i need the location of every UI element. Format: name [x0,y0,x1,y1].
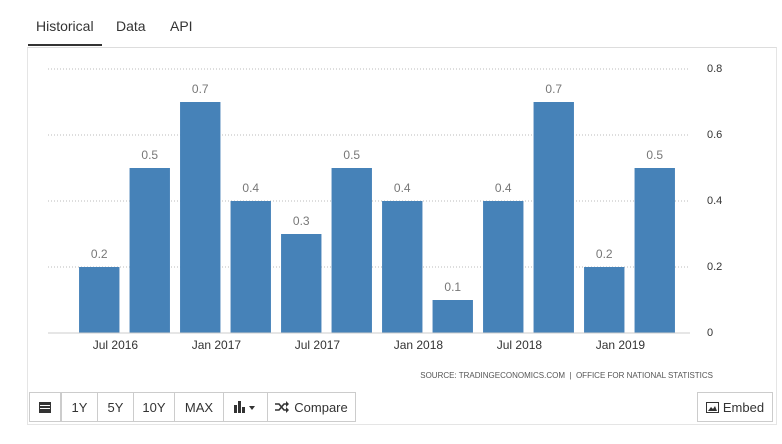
data-label: 0.4 [495,181,512,195]
chart-panel [27,47,777,425]
y-tick-label: 0.4 [707,195,722,207]
data-label: 0.2 [91,247,108,261]
bar [281,234,322,333]
x-tick-label: Jul 2017 [295,338,341,352]
embed-button[interactable]: Embed [697,392,773,422]
data-label: 0.5 [141,148,158,162]
tab-api[interactable]: API [170,18,193,34]
data-label: 0.4 [394,181,411,195]
x-tick-label: Jul 2016 [93,338,139,352]
bar [230,201,271,333]
data-label: 0.4 [242,181,259,195]
bar [634,168,675,333]
chart-type-icon [233,401,255,413]
bar [382,201,423,333]
x-tick-label: Jan 2019 [596,338,646,352]
chart: SOURCE: TRADINGECONOMICS.COM | OFFICE FO… [48,63,722,380]
y-tick-label: 0.6 [707,129,722,141]
data-label: 0.3 [293,214,310,228]
compare-label: Compare [294,399,348,415]
range-button[interactable]: 5Y [97,392,134,422]
y-tick-label: 0.8 [707,63,722,75]
shuffle-icon [275,401,290,413]
data-label: 0.1 [444,280,461,294]
calendar-icon [39,402,51,413]
bar [432,300,473,333]
tab-historical[interactable]: Historical [28,18,102,46]
calendar-button[interactable] [29,392,61,422]
image-icon [705,401,719,413]
tab-data[interactable]: Data [116,18,146,34]
compare-button[interactable]: Compare [267,392,356,422]
range-button[interactable]: 1Y [61,392,98,422]
x-tick-label: Jan 2017 [192,338,242,352]
bar [79,267,120,333]
range-button[interactable]: 10Y [133,392,175,422]
data-label: 0.7 [545,82,562,96]
data-label: 0.2 [596,247,613,261]
data-label: 0.7 [192,82,209,96]
data-label: 0.5 [343,148,360,162]
bar [584,267,625,333]
x-tick-label: Jul 2018 [497,338,543,352]
bar [129,168,170,333]
y-tick-label: 0 [707,327,713,339]
bar [483,201,524,333]
bar [533,102,574,333]
chart-type-button[interactable] [223,392,268,422]
embed-label: Embed [722,399,765,415]
x-tick-label: Jan 2018 [394,338,444,352]
source: SOURCE: TRADINGECONOMICS.COM | OFFICE FO… [420,371,713,380]
bar [180,102,221,333]
bar [331,168,372,333]
y-tick-label: 0.2 [707,261,722,273]
data-label: 0.5 [646,148,663,162]
range-button[interactable]: MAX [174,392,224,422]
